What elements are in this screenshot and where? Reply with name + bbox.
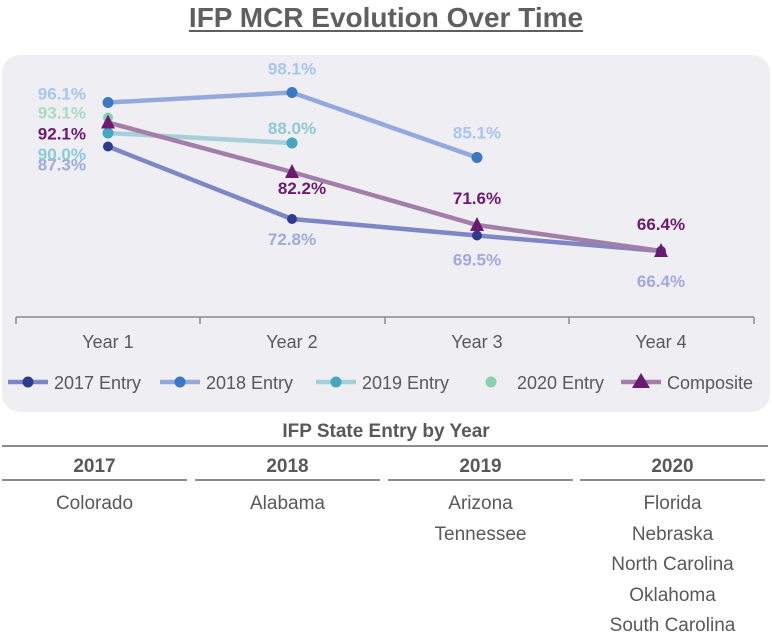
state-name: Arizona — [448, 493, 513, 514]
e2017-data-label: 72.8% — [268, 230, 316, 249]
state-name: Tennessee — [434, 523, 527, 545]
table-column-2017: 2017 Colorado — [2, 454, 187, 520]
column-divider — [195, 479, 380, 481]
e2019-marker — [286, 137, 298, 149]
table-divider — [2, 445, 768, 447]
e2019-data-label: 90.0% — [38, 145, 86, 164]
x-tick-label: Year 3 — [451, 332, 502, 352]
column-header: 2020 — [651, 456, 694, 477]
e2017-legend-marker — [22, 376, 34, 388]
e2017-legend-label: 2017 Entry — [54, 373, 141, 393]
column-header: 2017 — [73, 456, 116, 477]
state-name: Nebraska — [631, 523, 714, 545]
comp-data-label: 71.6% — [453, 189, 501, 208]
e2018-marker — [102, 97, 114, 108]
e2017-marker — [287, 214, 297, 224]
e2020-legend-marker — [485, 376, 497, 388]
e2018-data-label: 96.1% — [38, 85, 86, 104]
e2018-legend-label: 2018 Entry — [206, 373, 293, 393]
comp-data-label: 82.2% — [278, 179, 326, 198]
comp-legend-label: Composite — [667, 373, 753, 393]
chart-panel — [2, 55, 770, 412]
table-title: IFP State Entry by Year — [282, 421, 490, 442]
e2018-data-label: 98.1% — [268, 60, 316, 79]
chart-title: IFP MCR Evolution Over Time — [188, 2, 584, 33]
x-tick-label: Year 1 — [82, 332, 133, 352]
e2018-marker — [286, 87, 298, 98]
column-divider — [2, 479, 187, 481]
column-divider — [388, 479, 573, 481]
table-column-2018: 2018 Alabama — [195, 454, 380, 520]
comp-data-label: 66.4% — [637, 215, 685, 234]
e2020-legend-label: 2020 Entry — [517, 373, 604, 393]
x-tick-label: Year 2 — [266, 332, 317, 352]
e2019-marker — [102, 127, 114, 139]
e2018-data-label: 85.1% — [453, 124, 501, 143]
column-header: 2019 — [459, 456, 502, 477]
e2019-data-label: 88.0% — [268, 119, 316, 138]
comp-marker — [470, 217, 484, 231]
comp-marker — [285, 164, 299, 178]
e2019-legend-marker — [330, 376, 342, 388]
comp-data-label: 92.1% — [38, 125, 86, 144]
state-name: North Carolina — [611, 554, 734, 575]
x-tick-label: Year 4 — [635, 332, 686, 352]
state-name: South Carolina — [609, 615, 736, 636]
table-column-2020: 2020 Florida Nebraska North Carolina Oklahom… — [580, 454, 765, 642]
e2018-marker — [471, 152, 483, 163]
state-name: Alabama — [250, 493, 325, 514]
e2020-data-label: 93.1% — [38, 104, 86, 123]
line-chart: Year 1 Year 2 Year 3 Year 4 87.3% 72.8% 69.5% 6… — [8, 60, 755, 393]
comp-marker — [654, 243, 668, 257]
column-divider — [580, 479, 765, 481]
e2017-data-label: 66.4% — [637, 272, 685, 291]
comp-legend-marker — [632, 373, 650, 388]
state-name: Oklahoma — [629, 584, 716, 606]
e2019-line — [105, 130, 295, 146]
table-column-2019: 2019 Arizona Tennessee — [388, 454, 573, 550]
e2017-marker — [103, 141, 113, 152]
state-name: Colorado — [55, 493, 134, 514]
e2018-legend-marker — [174, 376, 186, 388]
e2017-data-label: 87.3% — [38, 156, 86, 175]
e2017-line — [105, 144, 664, 254]
e2017-data-label: 69.5% — [453, 251, 501, 270]
comp-line — [105, 120, 664, 254]
comp-marker — [101, 114, 115, 129]
e2019-legend-label: 2019 Entry — [362, 373, 449, 393]
e2017-marker — [472, 230, 482, 241]
column-header: 2018 — [266, 456, 309, 477]
state-name: Florida — [643, 493, 702, 514]
